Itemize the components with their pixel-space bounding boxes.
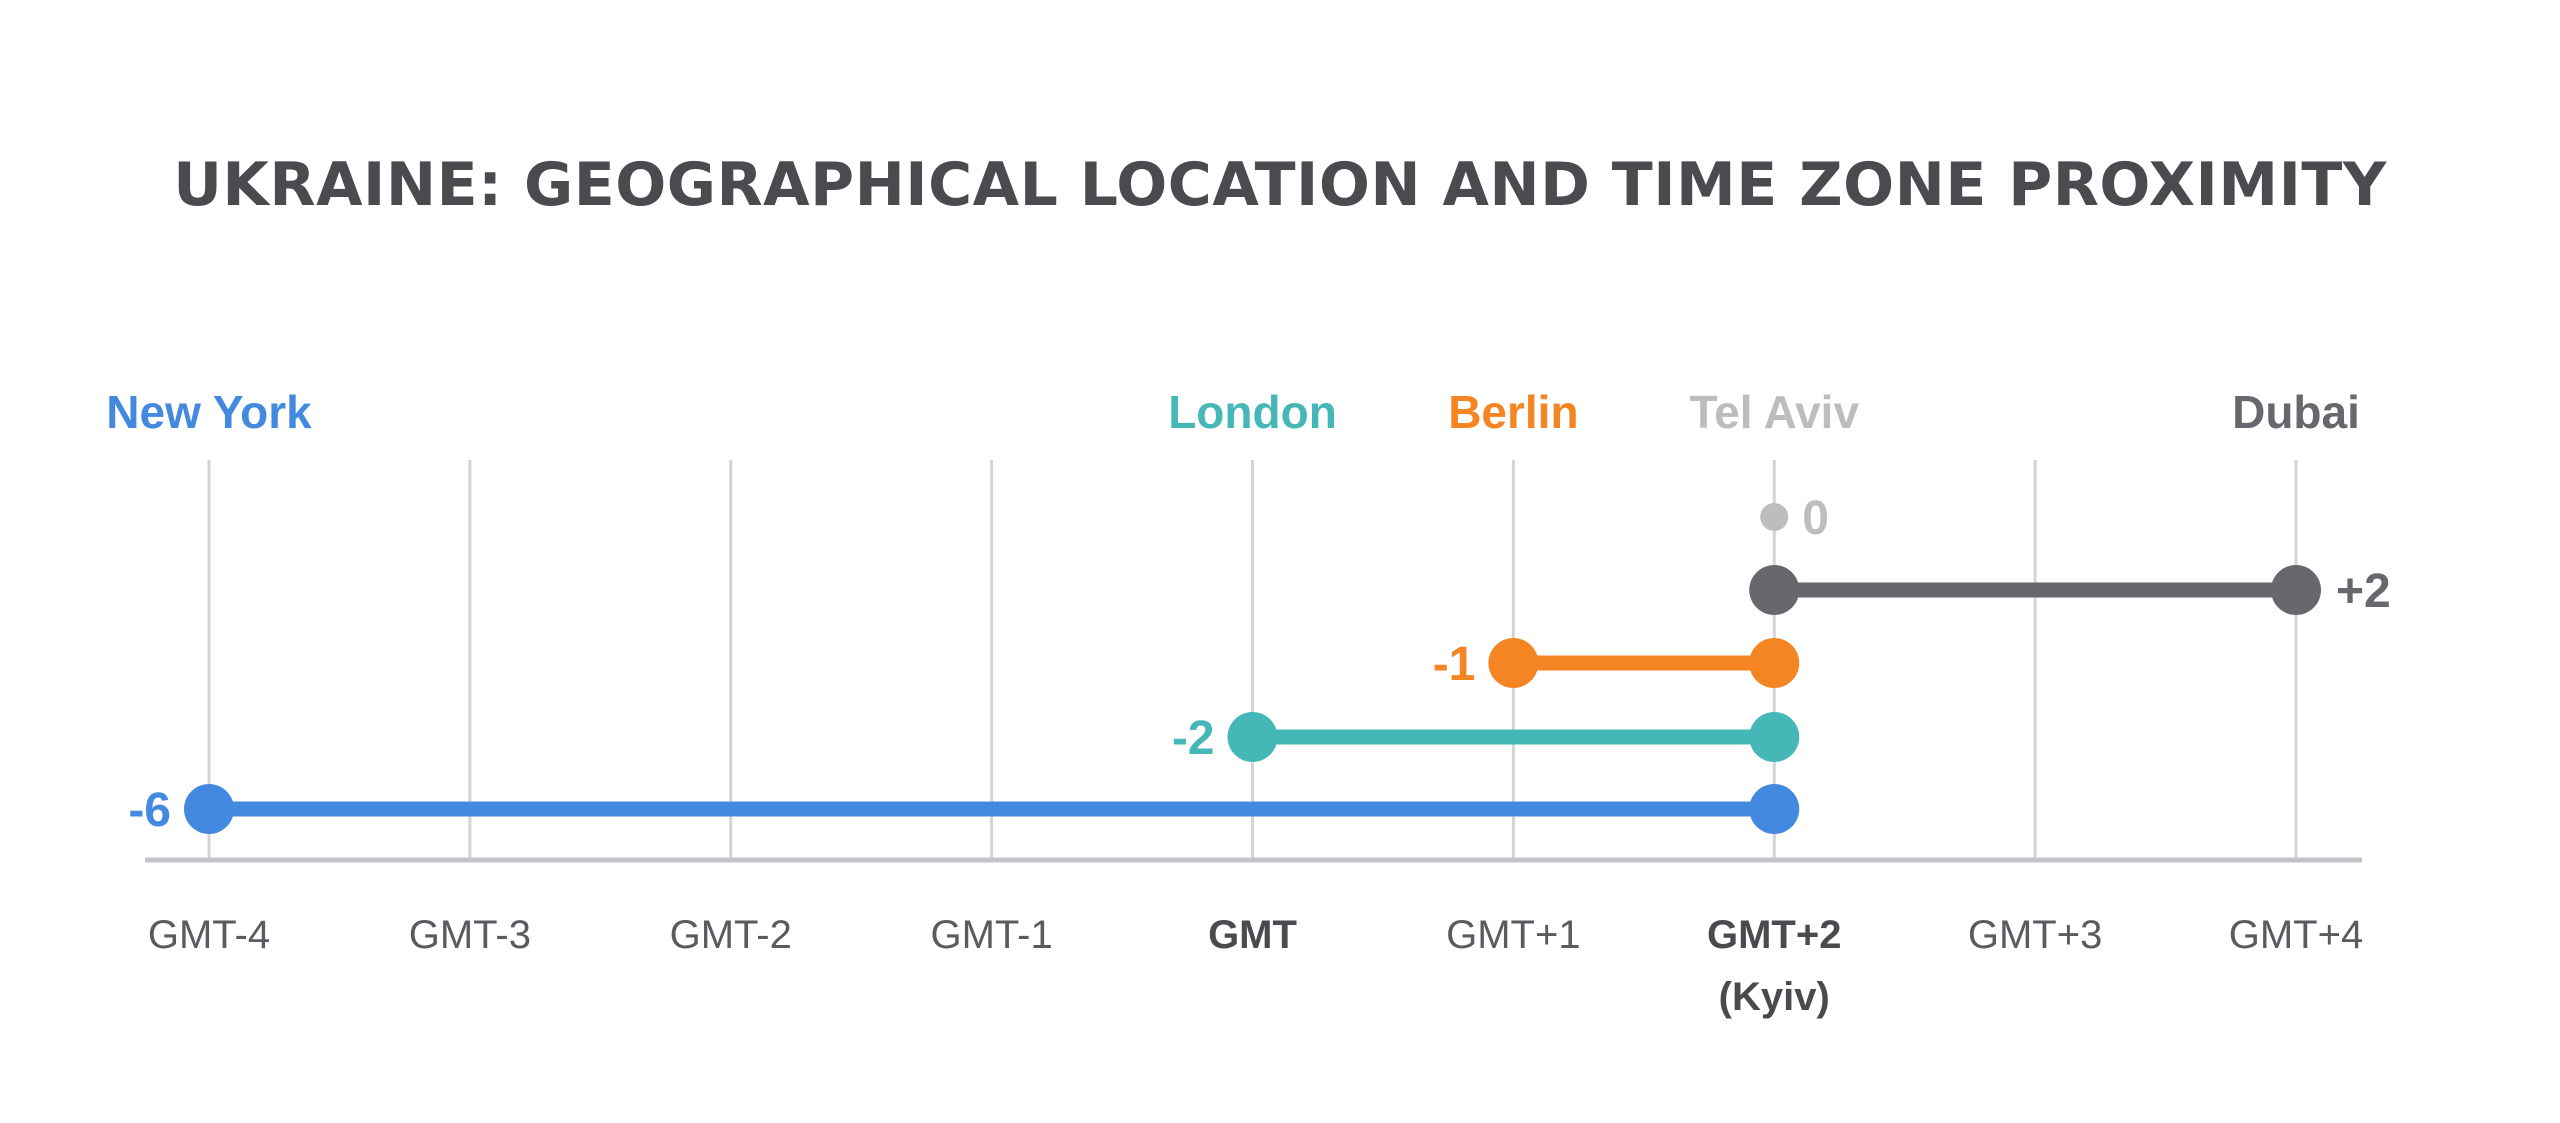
difference-label: 0 (1802, 492, 1829, 545)
tick-label: GMT+1 (1446, 913, 1580, 957)
tick-label: GMT+2 (1707, 913, 1841, 957)
tick-label: GMT+3 (1968, 913, 2102, 957)
difference-label: -2 (1172, 712, 1215, 765)
city-label-berlin: Berlin (1448, 386, 1578, 438)
kyiv-dot (1749, 712, 1800, 762)
tick-label: GMT-2 (670, 913, 792, 957)
city-label-london: London (1168, 386, 1337, 438)
kyiv-dot (1749, 784, 1800, 834)
city-dot (1760, 503, 1789, 531)
city-label-dubai: Dubai (2232, 386, 2360, 438)
kyiv-dot (1749, 565, 1800, 615)
city-labels: New York London Berlin Tel Aviv Dubai (106, 386, 2360, 438)
city-label-new-york: New York (106, 386, 312, 438)
difference-label: -1 (1433, 638, 1476, 691)
city-dot (184, 784, 234, 834)
difference-labels: -6 -2 -1 0 +2 (128, 492, 2390, 837)
tick-label: GMT+4 (2229, 913, 2363, 957)
chart-title: UKRAINE: GEOGRAPHICAL LOCATION AND TIME … (173, 150, 2387, 220)
city-dot (2271, 565, 2321, 615)
city-dot (1488, 638, 1539, 688)
tick-labels: GMT-4 GMT-3 GMT-2 GMT-1 GMT GMT+1 GMT+2 GMT+3 GM… (148, 913, 2363, 1019)
tick-label: GMT (1208, 913, 1297, 957)
dumbbell-bars (184, 503, 2321, 834)
city-label-tel-aviv: Tel Aviv (1689, 386, 1859, 438)
kyiv-dot (1749, 638, 1800, 688)
grid-lines (207, 460, 2298, 860)
difference-label: -6 (128, 784, 171, 837)
tick-label: GMT-3 (409, 913, 531, 957)
tick-label: GMT-1 (931, 913, 1053, 957)
reference-sublabel: (Kyiv) (1719, 975, 1830, 1019)
tick-label: GMT-4 (148, 913, 270, 957)
city-dot (1227, 712, 1278, 762)
difference-label: +2 (2336, 565, 2391, 618)
